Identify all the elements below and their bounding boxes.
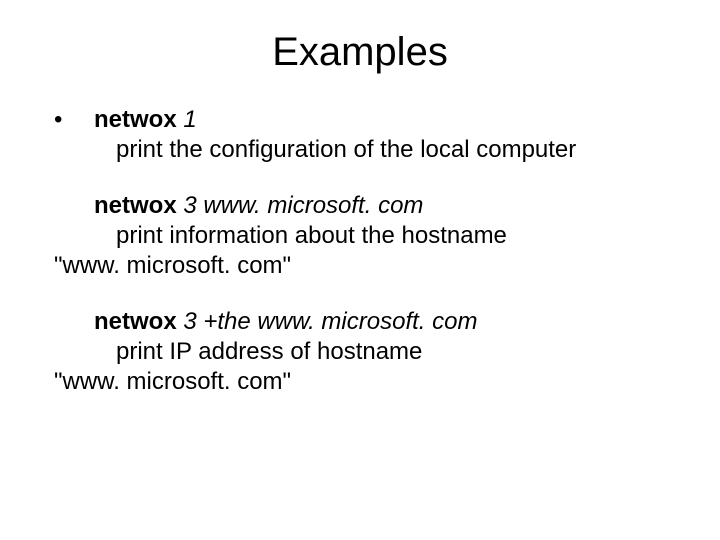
example-block: netwox 3 www. microsoft. com print infor…	[94, 191, 670, 281]
bullet-content: netwox 1 print the configuration of the …	[94, 105, 670, 423]
command-line: netwox 3 +the www. microsoft. com	[94, 307, 670, 337]
command-description: print information about the hostname	[94, 221, 670, 251]
command-line: netwox 1	[94, 105, 670, 135]
command-args: 3 +the www. microsoft. com	[177, 308, 478, 335]
command-name: netwox	[94, 192, 177, 219]
example-block: netwox 1 print the configuration of the …	[94, 105, 670, 165]
bullet-row: • netwox 1 print the configuration of th…	[50, 105, 670, 423]
slide-body: • netwox 1 print the configuration of th…	[50, 105, 670, 423]
command-description: print IP address of hostname	[94, 337, 670, 367]
slide: Examples • netwox 1 print the configurat…	[0, 0, 720, 540]
command-description-wrap: "www. microsoft. com"	[54, 251, 670, 281]
command-description-wrap: "www. microsoft. com"	[54, 367, 670, 397]
example-block: netwox 3 +the www. microsoft. com print …	[94, 307, 670, 397]
command-line: netwox 3 www. microsoft. com	[94, 191, 670, 221]
command-name: netwox	[94, 308, 177, 335]
command-args: 1	[177, 106, 197, 133]
command-description: print the configuration of the local com…	[94, 135, 670, 165]
slide-title: Examples	[50, 30, 670, 75]
command-name: netwox	[94, 106, 177, 133]
command-args: 3 www. microsoft. com	[177, 192, 424, 219]
bullet-glyph: •	[50, 105, 94, 135]
